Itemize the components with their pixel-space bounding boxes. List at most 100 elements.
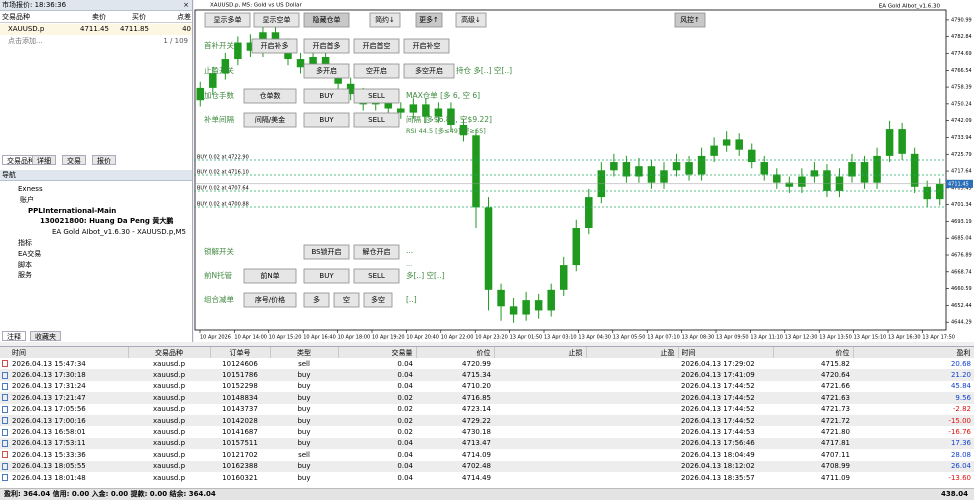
button[interactable]	[353, 268, 400, 284]
button[interactable]	[243, 292, 297, 308]
column-header[interactable]: 订单号	[210, 347, 271, 358]
tab[interactable]: 收藏夹	[30, 331, 61, 341]
button[interactable]	[353, 88, 400, 104]
cell	[494, 392, 586, 404]
button[interactable]	[415, 12, 443, 28]
nav-item[interactable]: 脚本	[18, 260, 32, 269]
button-label[interactable]: 序号/价格	[255, 295, 285, 304]
button[interactable]	[353, 38, 400, 54]
column-header[interactable]: 价位	[416, 347, 495, 358]
button-label[interactable]: 更多↑	[419, 15, 439, 24]
button-label[interactable]: 多空开启	[415, 66, 443, 75]
column-header[interactable]: 交易量	[338, 347, 417, 358]
button-label[interactable]: 空开启	[366, 66, 387, 75]
nav-item[interactable]: 130021800: Huang Da Peng 黄大鹏	[40, 217, 174, 226]
button[interactable]	[353, 112, 400, 128]
button[interactable]	[455, 12, 487, 28]
nav-item[interactable]: 指标	[18, 239, 32, 247]
button-label[interactable]: 开启补空	[413, 41, 441, 50]
button-label[interactable]: 多	[313, 295, 320, 304]
cell	[494, 369, 586, 381]
column-header[interactable]: 止盈	[586, 347, 679, 358]
button-label[interactable]: 风控↑	[680, 15, 700, 24]
column-header[interactable]: 止损	[494, 347, 587, 358]
button-label[interactable]: 简约↓	[375, 15, 395, 24]
column-header[interactable]: 盈利	[853, 347, 974, 358]
button[interactable]	[251, 38, 298, 54]
button-label[interactable]: BUY	[319, 92, 334, 100]
tab[interactable]: 详细	[32, 155, 56, 165]
add-symbol[interactable]: 点击添加...	[8, 37, 43, 45]
button[interactable]	[403, 38, 450, 54]
button-label[interactable]: 隐藏仓单	[313, 15, 341, 24]
button[interactable]	[363, 292, 393, 308]
button-label[interactable]: BS锁开启	[311, 247, 341, 256]
button-label[interactable]: 开启首空	[363, 41, 391, 50]
cell: 17.36	[853, 437, 974, 450]
button[interactable]	[303, 244, 350, 260]
button[interactable]	[303, 12, 350, 28]
column-header: 交易品种	[2, 13, 30, 21]
button[interactable]	[243, 268, 297, 284]
button-label[interactable]: 仓单数	[260, 91, 281, 100]
button[interactable]	[303, 88, 350, 104]
button-label[interactable]: 空	[343, 295, 350, 304]
tab[interactable]: 报价	[92, 155, 116, 165]
button-label[interactable]: 高级↓	[461, 15, 481, 24]
cell: 4715.34	[416, 369, 494, 381]
cell: 2026.04.13 18:35:57	[678, 472, 773, 483]
button[interactable]	[674, 12, 706, 28]
cell: 4707.11	[773, 449, 853, 460]
button[interactable]	[303, 268, 350, 284]
column-header[interactable]: 价位	[773, 347, 854, 358]
button[interactable]	[303, 292, 330, 308]
nav-item[interactable]: 账户	[20, 195, 34, 204]
button[interactable]	[333, 292, 360, 308]
button-label[interactable]: BUY	[319, 116, 334, 124]
cell-text: 4710.20	[462, 382, 491, 391]
button[interactable]	[353, 244, 400, 260]
button[interactable]	[353, 63, 400, 79]
button[interactable]	[253, 12, 300, 28]
button[interactable]	[204, 12, 251, 28]
button-label[interactable]: 开启首多	[313, 41, 341, 50]
button-label[interactable]: BUY	[319, 272, 334, 280]
cell: 2026.04.13 17:05:56	[0, 404, 128, 415]
y-tick-label: 4668.74	[951, 269, 972, 275]
button-label[interactable]: 间隔/美金	[255, 115, 285, 124]
tab[interactable]: 交易	[62, 155, 86, 165]
button[interactable]	[243, 88, 297, 104]
button-label[interactable]: SELL	[368, 272, 385, 280]
cell-text: 4720.64	[821, 371, 850, 380]
button-label[interactable]: 解仓开启	[363, 247, 391, 256]
button-label[interactable]: 显示多单	[214, 15, 242, 24]
column-header[interactable]: 时间	[678, 347, 774, 358]
button[interactable]	[403, 63, 455, 79]
nav-item[interactable]: EA交易	[18, 249, 42, 258]
button-label[interactable]: SELL	[368, 92, 385, 100]
button[interactable]	[303, 63, 350, 79]
button-label[interactable]: 开启补多	[261, 41, 289, 50]
button[interactable]	[303, 38, 350, 54]
tab[interactable]: 注释	[2, 331, 26, 341]
column-header[interactable]: 交易品种	[128, 347, 211, 358]
button[interactable]	[369, 12, 401, 28]
button[interactable]	[303, 112, 350, 128]
nav-item[interactable]: Exness	[18, 185, 43, 193]
cell: 45.84	[853, 381, 974, 392]
button-label[interactable]: 多空	[371, 295, 385, 304]
button-label[interactable]: 多开启	[316, 66, 337, 75]
button-label[interactable]: 前N单	[260, 271, 279, 280]
order-line-label: BUY 0.02 at 4722.90	[197, 155, 249, 161]
button-label[interactable]: SELL	[368, 116, 385, 124]
column-header[interactable]: 时间	[0, 347, 129, 358]
close-button[interactable]: ×	[183, 1, 189, 9]
cell: 0.04	[338, 472, 416, 483]
column-header[interactable]: 类型	[270, 347, 339, 358]
y-tick-label: 4652.44	[951, 303, 972, 309]
nav-item[interactable]: PPLInternational-Main	[28, 206, 117, 215]
nav-item[interactable]: EA Gold AIbot_v1.6.30 - XAUUSD.p,M5	[52, 228, 187, 237]
button[interactable]	[243, 112, 297, 128]
nav-item[interactable]: 服务	[18, 271, 32, 280]
button-label[interactable]: 显示空单	[263, 15, 291, 24]
